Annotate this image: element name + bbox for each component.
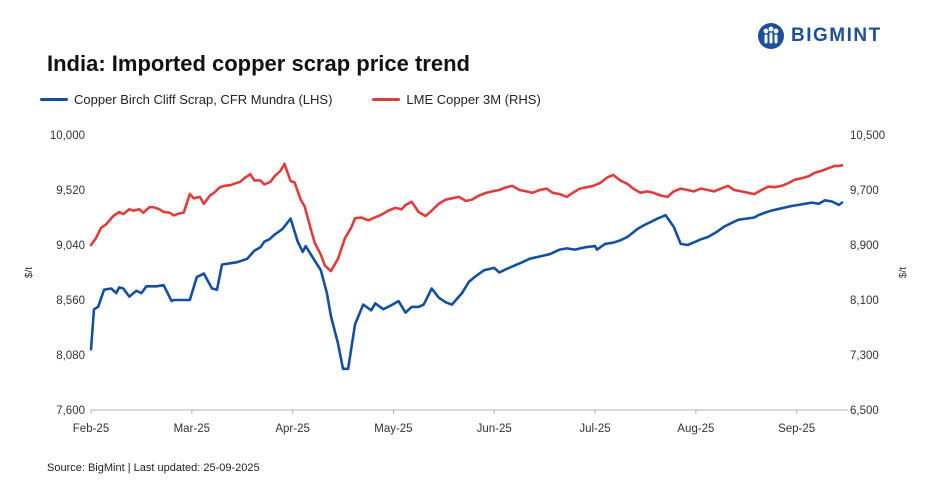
y-left-tick-label: 9,520: [56, 185, 85, 197]
x-tick-label: Mar-25: [174, 423, 210, 435]
series-line-lme-copper: [89, 162, 844, 273]
y-right-tick-label: 8,100: [850, 295, 879, 307]
chart-axes: Feb-25 Mar-25 Apr-25 May-25 Jun-25 Jul-25 Aug-…: [24, 130, 909, 435]
legend-swatch-lhs: [40, 98, 68, 101]
y-left-tick-label: 7,600: [56, 405, 85, 417]
chart-legend: Copper Birch Cliff Scrap, CFR Mundra (LH…: [40, 92, 581, 107]
legend-item-rhs: LME Copper 3M (RHS): [372, 92, 541, 107]
x-tick-label: Sep-25: [778, 423, 815, 435]
y-left-tick-label: 8,080: [56, 350, 85, 362]
source-note: Source: BigMint | Last updated: 25-09-20…: [47, 462, 260, 474]
brand-name: BIGMINT: [791, 25, 882, 46]
legend-item-lhs: Copper Birch Cliff Scrap, CFR Mundra (LH…: [40, 92, 332, 107]
y-right-tick-label: 9,700: [850, 185, 879, 197]
legend-swatch-rhs: [372, 98, 401, 101]
x-tick-label: May-25: [374, 423, 412, 435]
y-right-tick-label: 6,500: [850, 405, 879, 417]
y-left-axis-label: $/t: [24, 267, 35, 278]
y-right-axis-label: $/t: [898, 267, 909, 278]
y-left-tick-label: 8,560: [56, 295, 85, 307]
series-line-copper-birch-cliff: [89, 199, 844, 371]
brand-logo: BIGMINT: [757, 22, 882, 50]
bigmint-logo-icon: [758, 23, 784, 49]
x-tick-label: Feb-25: [73, 423, 109, 435]
chart-series: [89, 162, 844, 371]
y-left-tick-label: 9,040: [56, 240, 85, 252]
chart-title: India: Imported copper scrap price trend: [47, 51, 470, 76]
y-right-tick-label: 10,500: [850, 130, 885, 142]
x-tick-label: Aug-25: [677, 423, 714, 435]
legend-label-rhs: LME Copper 3M (RHS): [406, 92, 541, 107]
y-right-tick-label: 8,900: [850, 240, 879, 252]
x-tick-label: Jul-25: [579, 423, 610, 435]
y-right-tick-label: 7,300: [850, 350, 879, 362]
y-left-tick-label: 10,000: [50, 130, 85, 142]
x-tick-label: Jun-25: [477, 423, 512, 435]
x-tick-label: Apr-25: [275, 423, 310, 435]
legend-label-lhs: Copper Birch Cliff Scrap, CFR Mundra (LH…: [74, 92, 333, 107]
